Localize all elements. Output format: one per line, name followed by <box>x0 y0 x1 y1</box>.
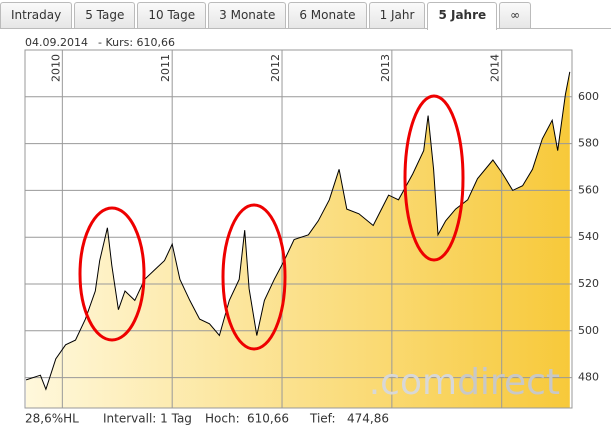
tab[interactable]: 1 Jahr <box>368 2 426 28</box>
tab[interactable]: 10 Tage <box>137 2 207 28</box>
tab[interactable]: 3 Monate <box>208 2 287 28</box>
footer-low-label: Tief: <box>309 412 336 426</box>
x-tick-label: 2013 <box>379 54 392 82</box>
footer-high: 610,66 <box>247 412 289 426</box>
tab[interactable]: 6 Monate <box>288 2 367 28</box>
tab[interactable]: 5 Tage <box>74 2 136 28</box>
header-date: 04.09.2014 <box>25 36 88 49</box>
x-tick-label: 2014 <box>489 54 502 82</box>
y-tick-label: 480 <box>578 371 599 384</box>
footer-interval: Intervall: 1 Tag <box>103 412 192 426</box>
y-tick-label: 540 <box>578 230 599 243</box>
y-tick-label: 580 <box>578 137 599 150</box>
tab-bar: Intraday 5 Tage 10 Tage 3 Monate 6 Monate 1 J… <box>0 2 611 30</box>
y-tick-label: 500 <box>578 324 599 337</box>
tab[interactable]: 5 Jahre <box>427 2 498 30</box>
highlight-ellipse <box>221 203 287 351</box>
annotations <box>78 94 465 351</box>
x-tick-label: 2010 <box>49 54 62 82</box>
footer-high-label: Hoch: <box>205 412 240 426</box>
watermark-prefix: .com <box>369 362 457 403</box>
x-tick-label: 2011 <box>159 54 172 82</box>
highlight-ellipse <box>403 94 465 262</box>
y-tick-label: 560 <box>578 183 599 196</box>
area <box>26 71 570 409</box>
plot-frame <box>24 49 573 409</box>
x-tick-label: 2012 <box>269 54 282 82</box>
watermark-brand: direct <box>457 362 560 403</box>
tab[interactable]: Intraday <box>0 2 73 28</box>
header-price: - Kurs: 610,66 <box>98 36 175 49</box>
watermark: .comdirect <box>369 362 560 403</box>
highlight-ellipse <box>78 206 146 342</box>
tab[interactable]: ∞ <box>499 2 532 28</box>
y-tick-label: 520 <box>578 277 599 290</box>
footer-low: 474,86 <box>347 412 389 426</box>
footer-range: 28,6%HL <box>25 412 79 426</box>
y-tick-label: 600 <box>578 90 599 103</box>
price-line <box>25 71 571 391</box>
